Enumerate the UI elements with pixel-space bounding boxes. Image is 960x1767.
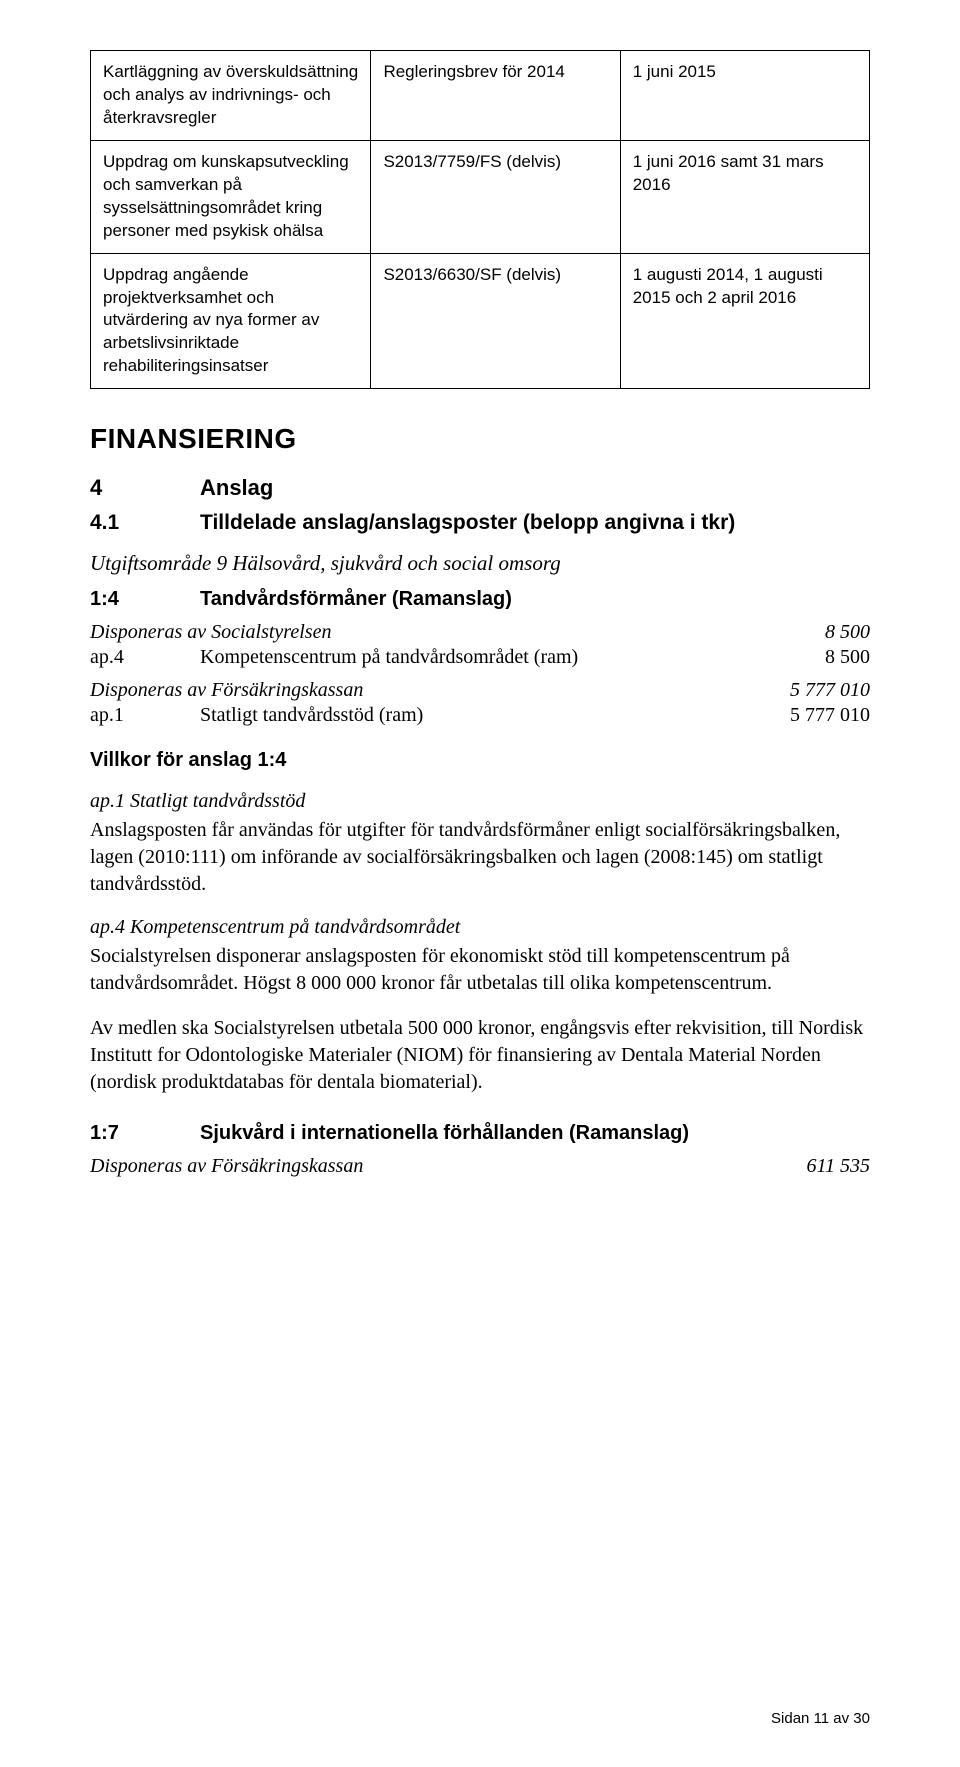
disposition-amount: 8 500 [825, 621, 870, 644]
cell-source: S2013/7759/FS (delvis) [371, 140, 620, 253]
assignments-table: Kartläggning av överskuldsättning och an… [90, 50, 870, 389]
cell-task: Uppdrag om kunskapsutveckling och samver… [91, 140, 371, 253]
ap4-subheading: ap.4 Kompetenscentrum på tandvårdsområde… [90, 916, 870, 939]
disposition-label: Disponeras av Socialstyrelsen [90, 621, 331, 644]
cell-task: Kartläggning av överskuldsättning och an… [91, 51, 371, 141]
disposition-line: Disponeras av Försäkringskassan 5 777 01… [90, 679, 870, 702]
ap-amount: 5 777 010 [730, 704, 870, 727]
disposition-label: Disponeras av Försäkringskassan [90, 679, 363, 702]
section-number: 4.1 [90, 511, 200, 535]
ap-code: ap.4 [90, 646, 200, 669]
anslagspost-line: ap.1 Statligt tandvårdsstöd (ram) 5 777 … [90, 704, 870, 727]
ap1-subheading: ap.1 Statligt tandvårdsstöd [90, 790, 870, 813]
disposition-line: Disponeras av Socialstyrelsen 8 500 [90, 621, 870, 644]
anslag-number: 1:4 [90, 588, 200, 611]
table-row: Kartläggning av överskuldsättning och an… [91, 51, 870, 141]
ap-code: ap.1 [90, 704, 200, 727]
anslag-1-7: 1:7 Sjukvård i internationella förhållan… [90, 1122, 870, 1145]
anslag-title: Tandvårdsförmåner (Ramanslag) [200, 588, 870, 611]
ap1-body: Anslagsposten får användas för utgifter … [90, 817, 870, 898]
financing-heading: FINANSIERING [90, 423, 870, 455]
page-footer: Sidan 11 av 30 [771, 1710, 870, 1727]
ap-desc: Kompetenscentrum på tandvårdsområdet (ra… [200, 646, 730, 669]
villkor-1-4-heading: Villkor för anslag 1:4 [90, 749, 870, 772]
cell-date: 1 augusti 2014, 1 augusti 2015 och 2 apr… [620, 253, 869, 389]
disposition-line: Disponeras av Försäkringskassan 611 535 [90, 1155, 870, 1178]
anslag-title: Sjukvård i internationella förhållanden … [200, 1122, 870, 1145]
anslagspost-line: ap.4 Kompetenscentrum på tandvårdsområde… [90, 646, 870, 669]
disposition-amount: 611 535 [806, 1155, 870, 1178]
ap-desc: Statligt tandvårdsstöd (ram) [200, 704, 730, 727]
cell-date: 1 juni 2016 samt 31 mars 2016 [620, 140, 869, 253]
disposition-amount: 5 777 010 [790, 679, 870, 702]
table-row: Uppdrag angående projektverksamhet och u… [91, 253, 870, 389]
section-4: 4 Anslag [90, 475, 870, 501]
ap-amount: 8 500 [730, 646, 870, 669]
table-row: Uppdrag om kunskapsutveckling och samver… [91, 140, 870, 253]
section-number: 4 [90, 475, 200, 501]
section-4-1: 4.1 Tilldelade anslag/anslagsposter (bel… [90, 511, 870, 535]
cell-source: S2013/6630/SF (delvis) [371, 253, 620, 389]
anslag-number: 1:7 [90, 1122, 200, 1145]
section-title: Anslag [200, 475, 870, 501]
section-title: Tilldelade anslag/anslagsposter (belopp … [200, 511, 870, 535]
expense-area-9: Utgiftsområde 9 Hälsovård, sjukvård och … [90, 551, 870, 576]
cell-task: Uppdrag angående projektverksamhet och u… [91, 253, 371, 389]
niom-paragraph: Av medlen ska Socialstyrelsen utbetala 5… [90, 1015, 870, 1096]
ap4-body: Socialstyrelsen disponerar anslagsposten… [90, 943, 870, 997]
cell-source: Regleringsbrev för 2014 [371, 51, 620, 141]
anslag-1-4: 1:4 Tandvårdsförmåner (Ramanslag) [90, 588, 870, 611]
disposition-label: Disponeras av Försäkringskassan [90, 1155, 363, 1178]
cell-date: 1 juni 2015 [620, 51, 869, 141]
